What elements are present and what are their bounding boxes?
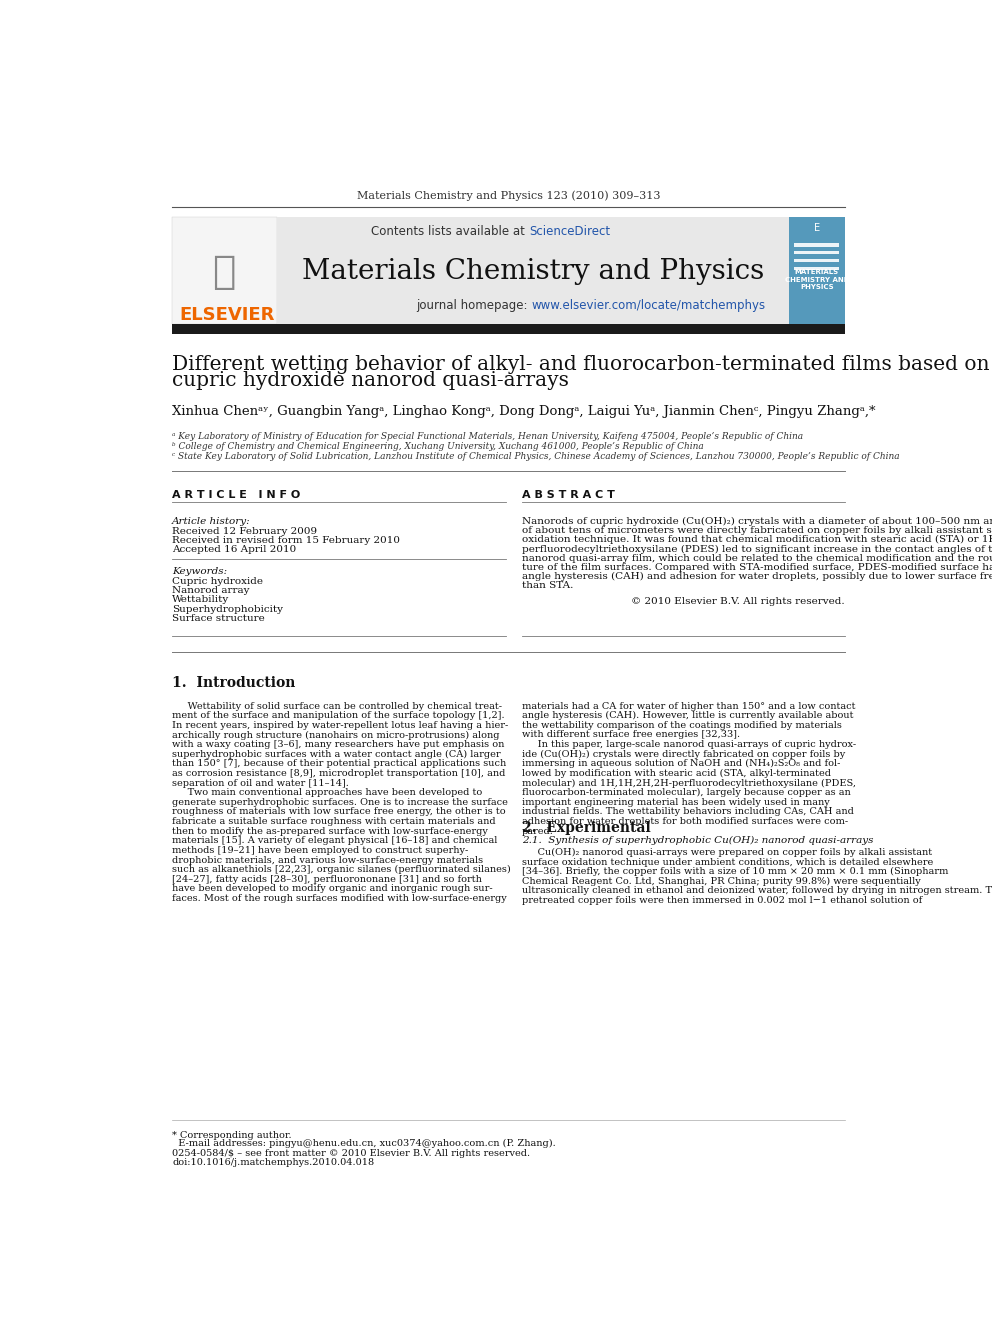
- Text: important engineering material has been widely used in many: important engineering material has been …: [522, 798, 829, 807]
- Text: Article history:: Article history:: [172, 517, 251, 525]
- Text: angle hysteresis (CAH) and adhesion for water droplets, possibly due to lower su: angle hysteresis (CAH) and adhesion for …: [522, 573, 992, 581]
- Text: ment of the surface and manipulation of the surface topology [1,2].: ment of the surface and manipulation of …: [172, 712, 505, 720]
- Text: 1.  Introduction: 1. Introduction: [172, 676, 296, 691]
- Text: Chemical Reagent Co. Ltd, Shanghai, PR China; purity 99.8%) were sequentially: Chemical Reagent Co. Ltd, Shanghai, PR C…: [522, 877, 921, 886]
- Text: ide (Cu(OH)₂) crystals were directly fabricated on copper foils by: ide (Cu(OH)₂) crystals were directly fab…: [522, 750, 845, 759]
- Text: generate superhydrophobic surfaces. One is to increase the surface: generate superhydrophobic surfaces. One …: [172, 798, 508, 807]
- Text: pretreated copper foils were then immersed in 0.002 mol l−1 ethanol solution of: pretreated copper foils were then immers…: [522, 896, 922, 905]
- Text: journal homepage:: journal homepage:: [416, 299, 532, 311]
- Text: [24–27], fatty acids [28–30], perfluorononane [31] and so forth: [24–27], fatty acids [28–30], perfluoron…: [172, 875, 482, 884]
- Text: industrial fields. The wettability behaviors including CAs, CAH and: industrial fields. The wettability behav…: [522, 807, 853, 816]
- Text: such as alkanethiols [22,23], organic silanes (perfluorinated silanes): such as alkanethiols [22,23], organic si…: [172, 865, 511, 875]
- Text: surface oxidation technique under ambient conditions, which is detailed elsewher: surface oxidation technique under ambien…: [522, 857, 932, 867]
- Text: cupric hydroxide nanorod quasi-arrays: cupric hydroxide nanorod quasi-arrays: [172, 370, 569, 389]
- Bar: [794, 259, 838, 262]
- Text: ultrasonically cleaned in ethanol and deionized water, followed by drying in nit: ultrasonically cleaned in ethanol and de…: [522, 886, 992, 896]
- Text: archically rough structure (nanohairs on micro-protrusions) along: archically rough structure (nanohairs on…: [172, 730, 500, 740]
- Text: 2.  Experimental: 2. Experimental: [522, 822, 651, 835]
- Text: Superhydrophobicity: Superhydrophobicity: [172, 605, 283, 614]
- Text: ScienceDirect: ScienceDirect: [529, 225, 610, 238]
- Text: Xinhua Chenᵃʸ, Guangbin Yangᵃ, Linghao Kongᵃ, Dong Dongᵃ, Laigui Yuᵃ, Jianmin Ch: Xinhua Chenᵃʸ, Guangbin Yangᵃ, Linghao K…: [172, 405, 876, 418]
- Text: methods [19–21] have been employed to construct superhy-: methods [19–21] have been employed to co…: [172, 845, 468, 855]
- Text: than STA.: than STA.: [522, 582, 573, 590]
- Text: angle hysteresis (CAH). However, little is currently available about: angle hysteresis (CAH). However, little …: [522, 712, 853, 720]
- Text: superhydrophobic surfaces with a water contact angle (CA) larger: superhydrophobic surfaces with a water c…: [172, 750, 501, 759]
- Bar: [172, 217, 845, 324]
- Text: oxidation technique. It was found that chemical modification with stearic acid (: oxidation technique. It was found that c…: [522, 536, 992, 545]
- Text: roughness of materials with low surface free energy, the other is to: roughness of materials with low surface …: [172, 807, 506, 816]
- Bar: [789, 217, 845, 324]
- Text: ᵃ Key Laboratory of Ministry of Education for Special Functional Materials, Hena: ᵃ Key Laboratory of Ministry of Educatio…: [172, 433, 804, 441]
- Text: * Corresponding author.: * Corresponding author.: [172, 1130, 292, 1139]
- Text: as corrosion resistance [8,9], microdroplet transportation [10], and: as corrosion resistance [8,9], microdrop…: [172, 769, 506, 778]
- Text: ELSEVIER: ELSEVIER: [180, 306, 275, 324]
- Text: In this paper, large-scale nanorod quasi-arrays of cupric hydrox-: In this paper, large-scale nanorod quasi…: [522, 740, 856, 749]
- Bar: [794, 266, 838, 270]
- Text: Received 12 February 2009: Received 12 February 2009: [172, 527, 317, 536]
- Text: adhesion for water droplets for both modified surfaces were com-: adhesion for water droplets for both mod…: [522, 818, 848, 826]
- Text: www.elsevier.com/locate/matchemphys: www.elsevier.com/locate/matchemphys: [532, 299, 766, 311]
- Text: Wettability of solid surface can be controlled by chemical treat-: Wettability of solid surface can be cont…: [172, 701, 502, 710]
- Text: with different surface free energies [32,33].: with different surface free energies [32…: [522, 730, 740, 740]
- Text: materials had a CA for water of higher than 150° and a low contact: materials had a CA for water of higher t…: [522, 701, 855, 710]
- Text: Materials Chemistry and Physics: Materials Chemistry and Physics: [302, 258, 764, 286]
- Text: In recent years, inspired by water-repellent lotus leaf having a hier-: In recent years, inspired by water-repel…: [172, 721, 508, 730]
- Text: Surface structure: Surface structure: [172, 614, 265, 623]
- Text: with a waxy coating [3–6], many researchers have put emphasis on: with a waxy coating [3–6], many research…: [172, 740, 504, 749]
- Bar: [172, 217, 277, 324]
- Text: of about tens of micrometers were directly fabricated on copper foils by alkali : of about tens of micrometers were direct…: [522, 527, 992, 534]
- Text: Nanorod array: Nanorod array: [172, 586, 250, 595]
- Text: 0254-0584/$ – see front matter © 2010 Elsevier B.V. All rights reserved.: 0254-0584/$ – see front matter © 2010 El…: [172, 1148, 530, 1158]
- Text: lowed by modification with stearic acid (STA, alkyl-terminated: lowed by modification with stearic acid …: [522, 769, 830, 778]
- Text: doi:10.1016/j.matchemphys.2010.04.018: doi:10.1016/j.matchemphys.2010.04.018: [172, 1158, 374, 1167]
- Text: [34–36]. Briefly, the copper foils with a size of 10 mm × 20 mm × 0.1 mm (Sinoph: [34–36]. Briefly, the copper foils with …: [522, 867, 948, 876]
- Text: ᶜ State Key Laboratory of Solid Lubrication, Lanzhou Institute of Chemical Physi: ᶜ State Key Laboratory of Solid Lubricat…: [172, 452, 900, 462]
- Text: than 150° [7], because of their potential practical applications such: than 150° [7], because of their potentia…: [172, 759, 506, 769]
- Text: 2.1.  Synthesis of superhydrophobic Cu(OH)₂ nanorod quasi-arrays: 2.1. Synthesis of superhydrophobic Cu(OH…: [522, 836, 873, 845]
- Text: the wettability comparison of the coatings modified by materials: the wettability comparison of the coatin…: [522, 721, 841, 730]
- Text: fabricate a suitable surface roughness with certain materials and: fabricate a suitable surface roughness w…: [172, 818, 496, 826]
- Text: 🌳: 🌳: [212, 253, 236, 291]
- Text: Materials Chemistry and Physics 123 (2010) 309–313: Materials Chemistry and Physics 123 (201…: [357, 191, 660, 201]
- Text: nanorod quasi-array film, which could be related to the chemical modification an: nanorod quasi-array film, which could be…: [522, 554, 992, 562]
- Text: E: E: [813, 224, 820, 233]
- Text: perfluorodecyltriethoxysilane (PDES) led to significant increase in the contact : perfluorodecyltriethoxysilane (PDES) led…: [522, 545, 992, 553]
- Text: Cu(OH)₂ nanorod quasi-arrays were prepared on copper foils by alkali assistant: Cu(OH)₂ nanorod quasi-arrays were prepar…: [522, 848, 931, 857]
- Text: Wettability: Wettability: [172, 595, 229, 605]
- Bar: [172, 324, 845, 335]
- Text: © 2010 Elsevier B.V. All rights reserved.: © 2010 Elsevier B.V. All rights reserved…: [631, 597, 845, 606]
- Bar: [794, 251, 838, 254]
- Text: fluorocarbon-terminated molecular), largely because copper as an: fluorocarbon-terminated molecular), larg…: [522, 789, 850, 798]
- Bar: [794, 243, 838, 246]
- Text: Cupric hydroxide: Cupric hydroxide: [172, 577, 263, 586]
- Text: Received in revised form 15 February 2010: Received in revised form 15 February 201…: [172, 536, 400, 545]
- Text: have been developed to modify organic and inorganic rough sur-: have been developed to modify organic an…: [172, 885, 493, 893]
- Text: A B S T R A C T: A B S T R A C T: [522, 490, 614, 500]
- Text: pared.: pared.: [522, 827, 554, 836]
- Text: Accepted 16 April 2010: Accepted 16 April 2010: [172, 545, 297, 554]
- Text: E-mail addresses: pingyu@henu.edu.cn, xuc0374@yahoo.com.cn (P. Zhang).: E-mail addresses: pingyu@henu.edu.cn, xu…: [172, 1139, 556, 1148]
- Text: materials [15]. A variety of elegant physical [16–18] and chemical: materials [15]. A variety of elegant phy…: [172, 836, 497, 845]
- Text: faces. Most of the rough surfaces modified with low-surface-energy: faces. Most of the rough surfaces modifi…: [172, 894, 507, 904]
- Text: Contents lists available at: Contents lists available at: [371, 225, 529, 238]
- Text: drophobic materials, and various low-surface-energy materials: drophobic materials, and various low-sur…: [172, 856, 483, 865]
- Text: A R T I C L E   I N F O: A R T I C L E I N F O: [172, 490, 301, 500]
- Bar: [277, 217, 789, 324]
- Text: Keywords:: Keywords:: [172, 566, 227, 576]
- Text: ture of the film surfaces. Compared with STA-modified surface, PDES-modified sur: ture of the film surfaces. Compared with…: [522, 564, 992, 572]
- Text: Two main conventional approaches have been developed to: Two main conventional approaches have be…: [172, 789, 482, 798]
- Text: molecular) and 1H,1H,2H,2H-perfluorodecyltriethoxysilane (PDES,: molecular) and 1H,1H,2H,2H-perfluorodecy…: [522, 779, 855, 787]
- Text: then to modify the as-prepared surface with low-surface-energy: then to modify the as-prepared surface w…: [172, 827, 488, 836]
- Text: MATERIALS
CHEMISTRY AND
PHYSICS: MATERIALS CHEMISTRY AND PHYSICS: [785, 269, 849, 290]
- Text: Different wetting behavior of alkyl- and fluorocarbon-terminated films based on: Different wetting behavior of alkyl- and…: [172, 355, 990, 374]
- Text: Nanorods of cupric hydroxide (Cu(OH)₂) crystals with a diameter of about 100–500: Nanorods of cupric hydroxide (Cu(OH)₂) c…: [522, 517, 992, 527]
- Text: separation of oil and water [11–14].: separation of oil and water [11–14].: [172, 779, 349, 787]
- Text: ᵇ College of Chemistry and Chemical Engineering, Xuchang University, Xuchang 461: ᵇ College of Chemistry and Chemical Engi…: [172, 442, 703, 451]
- Text: immersing in aqueous solution of NaOH and (NH₄)₂S₂O₈ and fol-: immersing in aqueous solution of NaOH an…: [522, 759, 840, 769]
